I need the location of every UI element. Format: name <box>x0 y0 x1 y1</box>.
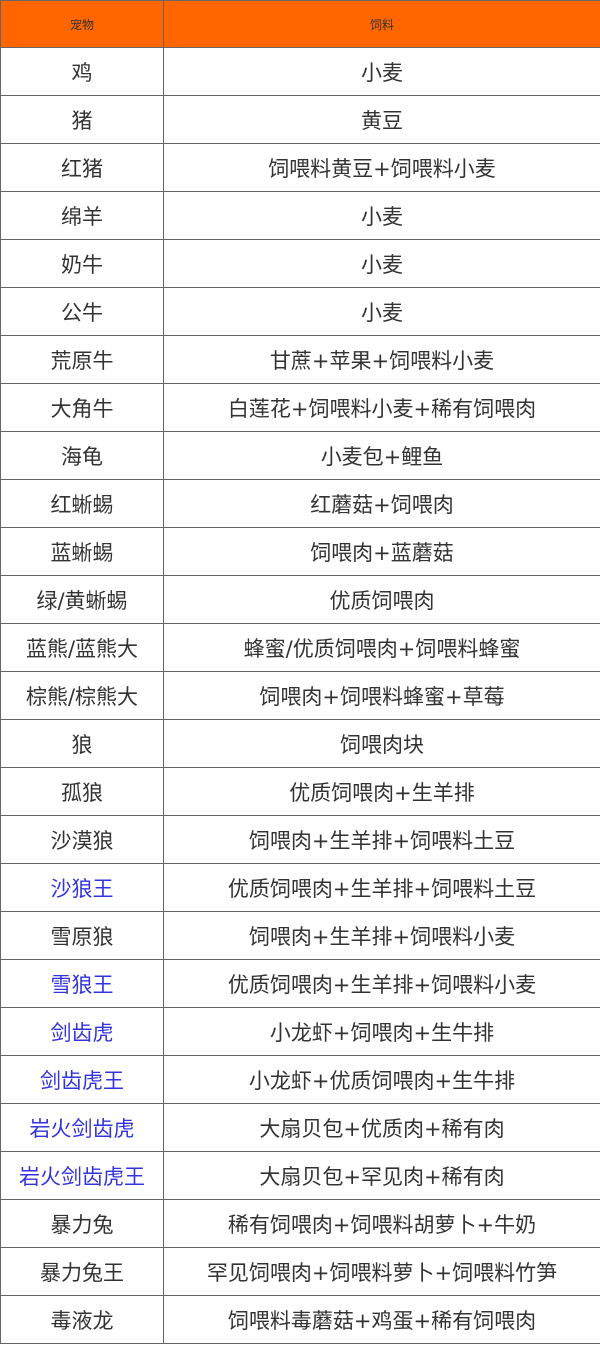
pet-name: 暴力兔王 <box>0 1247 164 1296</box>
table-row: 沙漠狼 饲喂肉+生羊排+饲喂料土豆 <box>0 815 600 864</box>
table-row: 红蜥蜴 红蘑菇+饲喂肉 <box>0 479 600 528</box>
feed-cell: 饲喂肉+饲喂料蜂蜜+草莓 <box>163 671 600 720</box>
pet-name: 毒液龙 <box>0 1295 164 1344</box>
pet-name-link[interactable]: 雪狼王 <box>0 959 164 1008</box>
header-feed: 饲料 <box>163 0 600 48</box>
pet-name: 孤狼 <box>0 767 164 816</box>
feed-cell: 饲喂肉块 <box>163 719 600 768</box>
feed-cell: 优质饲喂肉+生羊排+饲喂料小麦 <box>163 959 600 1008</box>
table-row: 狼饲喂肉块 <box>0 719 600 768</box>
feed-cell: 优质饲喂肉+生羊排+饲喂料土豆 <box>163 863 600 912</box>
pet-name: 蓝熊/蓝熊大 <box>0 623 164 672</box>
pet-name: 红猪 <box>0 143 164 192</box>
feed-cell: 蜂蜜/优质饲喂肉+饲喂料蜂蜜 <box>163 623 600 672</box>
pet-name: 雪原狼 <box>0 911 164 960</box>
table-row: 鸡小麦 <box>0 47 600 96</box>
feed-cell: 饲喂肉+生羊排+饲喂料小麦 <box>163 911 600 960</box>
table-row: 暴力兔 稀有饲喂肉+饲喂料胡萝卜+牛奶 <box>0 1199 600 1248</box>
feed-cell: 白莲花+饲喂料小麦+稀有饲喂肉 <box>163 383 600 432</box>
pet-name: 棕熊/棕熊大 <box>0 671 164 720</box>
pet-name: 狼 <box>0 719 164 768</box>
pet-name: 大角牛 <box>0 383 164 432</box>
table-row: 海龟 小麦包+鲤鱼 <box>0 431 600 480</box>
table-row: 岩火剑齿虎王 大扇贝包+罕见肉+稀有肉 <box>0 1151 600 1200</box>
table-row: 猪黄豆 <box>0 95 600 144</box>
pet-name-link[interactable]: 沙狼王 <box>0 863 164 912</box>
table-row: 荒原牛 甘蔗+苹果+饲喂料小麦 <box>0 335 600 384</box>
pet-name: 鸡 <box>0 47 164 96</box>
pet-name: 海龟 <box>0 431 164 480</box>
pet-name: 荒原牛 <box>0 335 164 384</box>
feed-cell: 优质饲喂肉+生羊排 <box>163 767 600 816</box>
table-row: 奶牛 小麦 <box>0 239 600 288</box>
feed-cell: 小龙虾+饲喂肉+生牛排 <box>163 1007 600 1056</box>
table-row: 雪原狼 饲喂肉+生羊排+饲喂料小麦 <box>0 911 600 960</box>
feed-cell: 甘蔗+苹果+饲喂料小麦 <box>163 335 600 384</box>
pet-name: 公牛 <box>0 287 164 336</box>
pet-name: 红蜥蜴 <box>0 479 164 528</box>
table-row: 绿/黄蜥蜴 优质饲喂肉 <box>0 575 600 624</box>
feed-cell: 小麦 <box>163 47 600 96</box>
pet-name: 沙漠狼 <box>0 815 164 864</box>
feed-cell: 小麦包+鲤鱼 <box>163 431 600 480</box>
pet-name: 猪 <box>0 95 164 144</box>
feed-cell: 黄豆 <box>163 95 600 144</box>
feed-cell: 饲喂料毒蘑菇+鸡蛋+稀有饲喂肉 <box>163 1295 600 1344</box>
table-row: 雪狼王 优质饲喂肉+生羊排+饲喂料小麦 <box>0 959 600 1008</box>
feed-cell: 小麦 <box>163 287 600 336</box>
feed-cell: 大扇贝包+罕见肉+稀有肉 <box>163 1151 600 1200</box>
header-pet: 宠物 <box>0 0 164 48</box>
feed-cell: 罕见饲喂肉+饲喂料萝卜+饲喂料竹笋 <box>163 1247 600 1296</box>
pet-name: 蓝蜥蜴 <box>0 527 164 576</box>
pet-name-link[interactable]: 岩火剑齿虎 <box>0 1103 164 1152</box>
table-row: 毒液龙 饲喂料毒蘑菇+鸡蛋+稀有饲喂肉 <box>0 1295 600 1344</box>
header-row: 宠物 饲料 <box>0 0 600 48</box>
feed-cell: 饲喂肉+生羊排+饲喂料土豆 <box>163 815 600 864</box>
table-row: 孤狼 优质饲喂肉+生羊排 <box>0 767 600 816</box>
table-row: 蓝蜥蜴 饲喂肉+蓝蘑菇 <box>0 527 600 576</box>
table-row: 大角牛 白莲花+饲喂料小麦+稀有饲喂肉 <box>0 383 600 432</box>
pet-name-link[interactable]: 剑齿虎王 <box>0 1055 164 1104</box>
table-row: 暴力兔王 罕见饲喂肉+饲喂料萝卜+饲喂料竹笋 <box>0 1247 600 1296</box>
feed-cell: 红蘑菇+饲喂肉 <box>163 479 600 528</box>
feed-cell: 小龙虾+优质饲喂肉+生牛排 <box>163 1055 600 1104</box>
feed-cell: 饲喂肉+蓝蘑菇 <box>163 527 600 576</box>
feed-cell: 小麦 <box>163 191 600 240</box>
pet-name: 绵羊 <box>0 191 164 240</box>
feed-cell: 稀有饲喂肉+饲喂料胡萝卜+牛奶 <box>163 1199 600 1248</box>
table-row: 沙狼王 优质饲喂肉+生羊排+饲喂料土豆 <box>0 863 600 912</box>
feed-cell: 优质饲喂肉 <box>163 575 600 624</box>
pet-name-link[interactable]: 剑齿虎 <box>0 1007 164 1056</box>
table-row: 蓝熊/蓝熊大 蜂蜜/优质饲喂肉+饲喂料蜂蜜 <box>0 623 600 672</box>
feed-cell: 小麦 <box>163 239 600 288</box>
table-row: 绵羊 小麦 <box>0 191 600 240</box>
table-row: 岩火剑齿虎 大扇贝包+优质肉+稀有肉 <box>0 1103 600 1152</box>
table-row: 棕熊/棕熊大 饲喂肉+饲喂料蜂蜜+草莓 <box>0 671 600 720</box>
table-row: 公牛 小麦 <box>0 287 600 336</box>
feed-cell: 大扇贝包+优质肉+稀有肉 <box>163 1103 600 1152</box>
pet-name: 奶牛 <box>0 239 164 288</box>
pet-name: 绿/黄蜥蜴 <box>0 575 164 624</box>
pet-name-link[interactable]: 岩火剑齿虎王 <box>0 1151 164 1200</box>
pet-name: 暴力兔 <box>0 1199 164 1248</box>
table-row: 剑齿虎 小龙虾+饲喂肉+生牛排 <box>0 1007 600 1056</box>
table-row: 红猪 饲喂料黄豆+饲喂料小麦 <box>0 143 600 192</box>
feed-cell: 饲喂料黄豆+饲喂料小麦 <box>163 143 600 192</box>
table-row: 剑齿虎王 小龙虾+优质饲喂肉+生牛排 <box>0 1055 600 1104</box>
